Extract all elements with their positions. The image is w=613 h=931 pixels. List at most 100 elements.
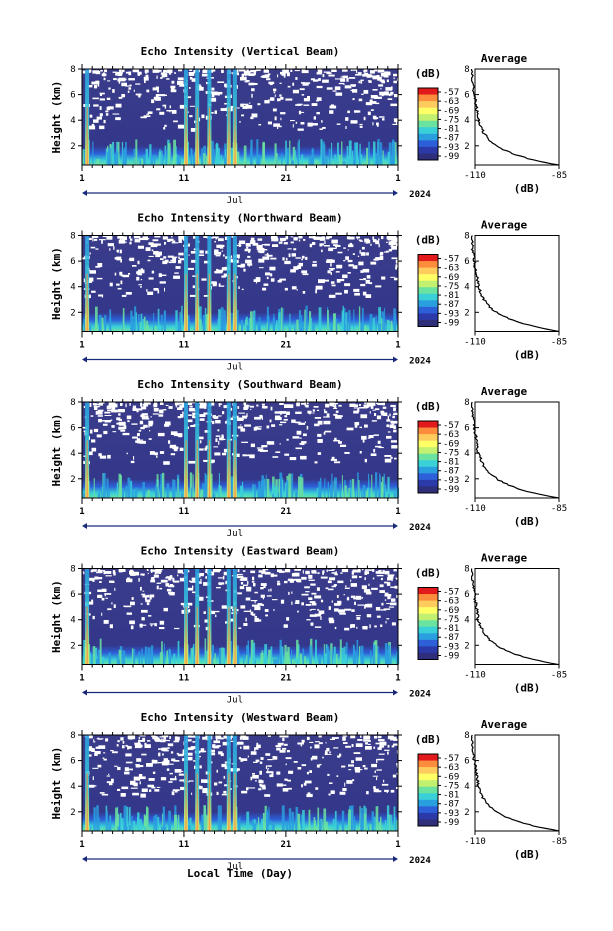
colorbar-tick-label: -99 bbox=[443, 319, 459, 329]
bright-stripe-core bbox=[86, 606, 88, 665]
colorbar-segment bbox=[418, 799, 438, 807]
y-tick-label: 4 bbox=[70, 116, 75, 126]
colorbar-segment bbox=[418, 127, 438, 135]
avg-y-tick-label: 8 bbox=[464, 731, 469, 741]
avg-y-tick-label: 2 bbox=[464, 142, 469, 152]
month-bar-arrow-right bbox=[393, 856, 398, 862]
x-tick-label: 1 bbox=[395, 174, 400, 184]
bright-stripe-core bbox=[196, 606, 198, 665]
bright-stripe-core bbox=[208, 107, 211, 165]
y-tick-label: 6 bbox=[70, 424, 75, 434]
avg-y-tick-label: 6 bbox=[464, 91, 469, 101]
avg-y-tick-label: 8 bbox=[464, 232, 469, 242]
colorbar-tick-label: -93 bbox=[443, 143, 459, 153]
heatmap-white-speckles bbox=[82, 568, 404, 631]
colorbar-tick-label: -75 bbox=[443, 448, 459, 458]
x-tick-label: 1 bbox=[79, 174, 84, 184]
panel-title: Echo Intensity (Westward Beam) bbox=[141, 711, 340, 724]
colorbar-segment bbox=[418, 146, 438, 154]
bright-stripe-core bbox=[86, 773, 88, 831]
average-frame bbox=[474, 734, 560, 832]
bright-stripe-core bbox=[185, 606, 187, 665]
colorbar-tick-label: -81 bbox=[443, 291, 459, 301]
colorbar-segment bbox=[418, 760, 438, 768]
bright-stripe-core bbox=[228, 773, 230, 831]
bright-stripe-core bbox=[196, 273, 198, 332]
month-bar-arrow-left bbox=[82, 689, 87, 696]
colorbar-tick-label: -99 bbox=[443, 152, 459, 162]
colorbar-segment bbox=[418, 639, 438, 647]
y-axis-label: Height (km) bbox=[50, 81, 63, 154]
heatmap-bright-stripes bbox=[85, 568, 237, 665]
heatmap-low-level-echo bbox=[82, 472, 400, 498]
colorbar-tick-label: -81 bbox=[443, 125, 459, 135]
average-title: Average bbox=[481, 219, 528, 232]
avg-y-tick-label: 4 bbox=[464, 449, 469, 459]
colorbar-segment bbox=[418, 786, 438, 794]
colorbar-segment bbox=[418, 254, 438, 262]
colorbar-segment bbox=[418, 819, 438, 827]
x-tick-label: 1 bbox=[79, 341, 84, 351]
bright-stripe-core bbox=[86, 273, 88, 332]
colorbar-tick-label: -93 bbox=[443, 476, 459, 486]
y-tick-label: 2 bbox=[70, 475, 75, 485]
bright-stripe-core bbox=[234, 773, 236, 831]
colorbar-tick-label: -57 bbox=[443, 754, 459, 764]
colorbar-tick-label: -87 bbox=[443, 300, 459, 310]
colorbar-tick-label: -87 bbox=[443, 633, 459, 643]
heatmap-bright-stripes bbox=[85, 735, 237, 831]
year-label: 2024 bbox=[409, 190, 431, 200]
colorbar-tick-label: -57 bbox=[443, 588, 459, 598]
colorbar-segment bbox=[418, 306, 438, 314]
x-tick-label: 1 bbox=[395, 341, 400, 351]
y-tick-label: 4 bbox=[70, 283, 75, 293]
colorbar-tick-label: -75 bbox=[443, 615, 459, 625]
bright-stripe-core bbox=[196, 773, 198, 831]
y-tick-label: 2 bbox=[70, 308, 75, 318]
bright-stripe-core bbox=[228, 273, 230, 332]
colorbar-segment bbox=[418, 613, 438, 621]
colorbar-segment bbox=[418, 440, 438, 448]
avg-y-tick-label: 2 bbox=[464, 641, 469, 651]
month-bar-arrow-right bbox=[393, 523, 398, 529]
colorbar-tick-label: -93 bbox=[443, 642, 459, 652]
month-bar-arrow-right bbox=[393, 356, 398, 363]
month-bar-arrow-left bbox=[82, 356, 87, 363]
colorbar-frame bbox=[417, 87, 439, 161]
bright-stripe-core bbox=[234, 440, 236, 498]
heatmap-frame bbox=[81, 734, 399, 832]
x-tick-label: 21 bbox=[280, 840, 291, 850]
colorbar-tick-label: -69 bbox=[443, 772, 459, 782]
y-tick-label: 2 bbox=[70, 142, 75, 152]
heatmap-bright-stripes bbox=[85, 69, 237, 165]
y-tick-label: 8 bbox=[70, 232, 75, 242]
y-tick-label: 4 bbox=[70, 449, 75, 459]
average-frame bbox=[474, 68, 560, 166]
colorbar-frame bbox=[417, 420, 439, 494]
avg-x-tick-label: -85 bbox=[551, 171, 567, 181]
colorbar-segment bbox=[418, 287, 438, 295]
colorbar-segment bbox=[418, 313, 438, 321]
colorbar-segment bbox=[418, 140, 438, 148]
y-axis-label: Height (km) bbox=[50, 414, 63, 487]
bright-stripe-core bbox=[185, 773, 187, 831]
bright-stripe-core bbox=[208, 273, 211, 332]
year-label: 2024 bbox=[409, 357, 431, 367]
avg-y-tick-label: 6 bbox=[464, 424, 469, 434]
colorbar-segment bbox=[418, 153, 438, 161]
panel-title: Echo Intensity (Southward Beam) bbox=[137, 378, 342, 391]
average-title: Average bbox=[481, 552, 528, 565]
heatmap-low-level-echo bbox=[83, 638, 400, 665]
average-title: Average bbox=[481, 718, 528, 731]
colorbar-tick-label: -69 bbox=[443, 106, 459, 116]
colorbar-tick-label: -99 bbox=[443, 818, 459, 828]
colorbar-segment bbox=[418, 466, 438, 474]
avg-y-tick-label: 2 bbox=[464, 808, 469, 818]
colorbar-segment bbox=[418, 600, 438, 608]
heatmap-bright-stripes bbox=[85, 235, 237, 332]
avg-x-tick-label: -85 bbox=[551, 504, 567, 514]
colorbar-segment bbox=[418, 626, 438, 634]
colorbar-segment bbox=[418, 319, 438, 327]
colorbar-segment bbox=[418, 607, 438, 615]
